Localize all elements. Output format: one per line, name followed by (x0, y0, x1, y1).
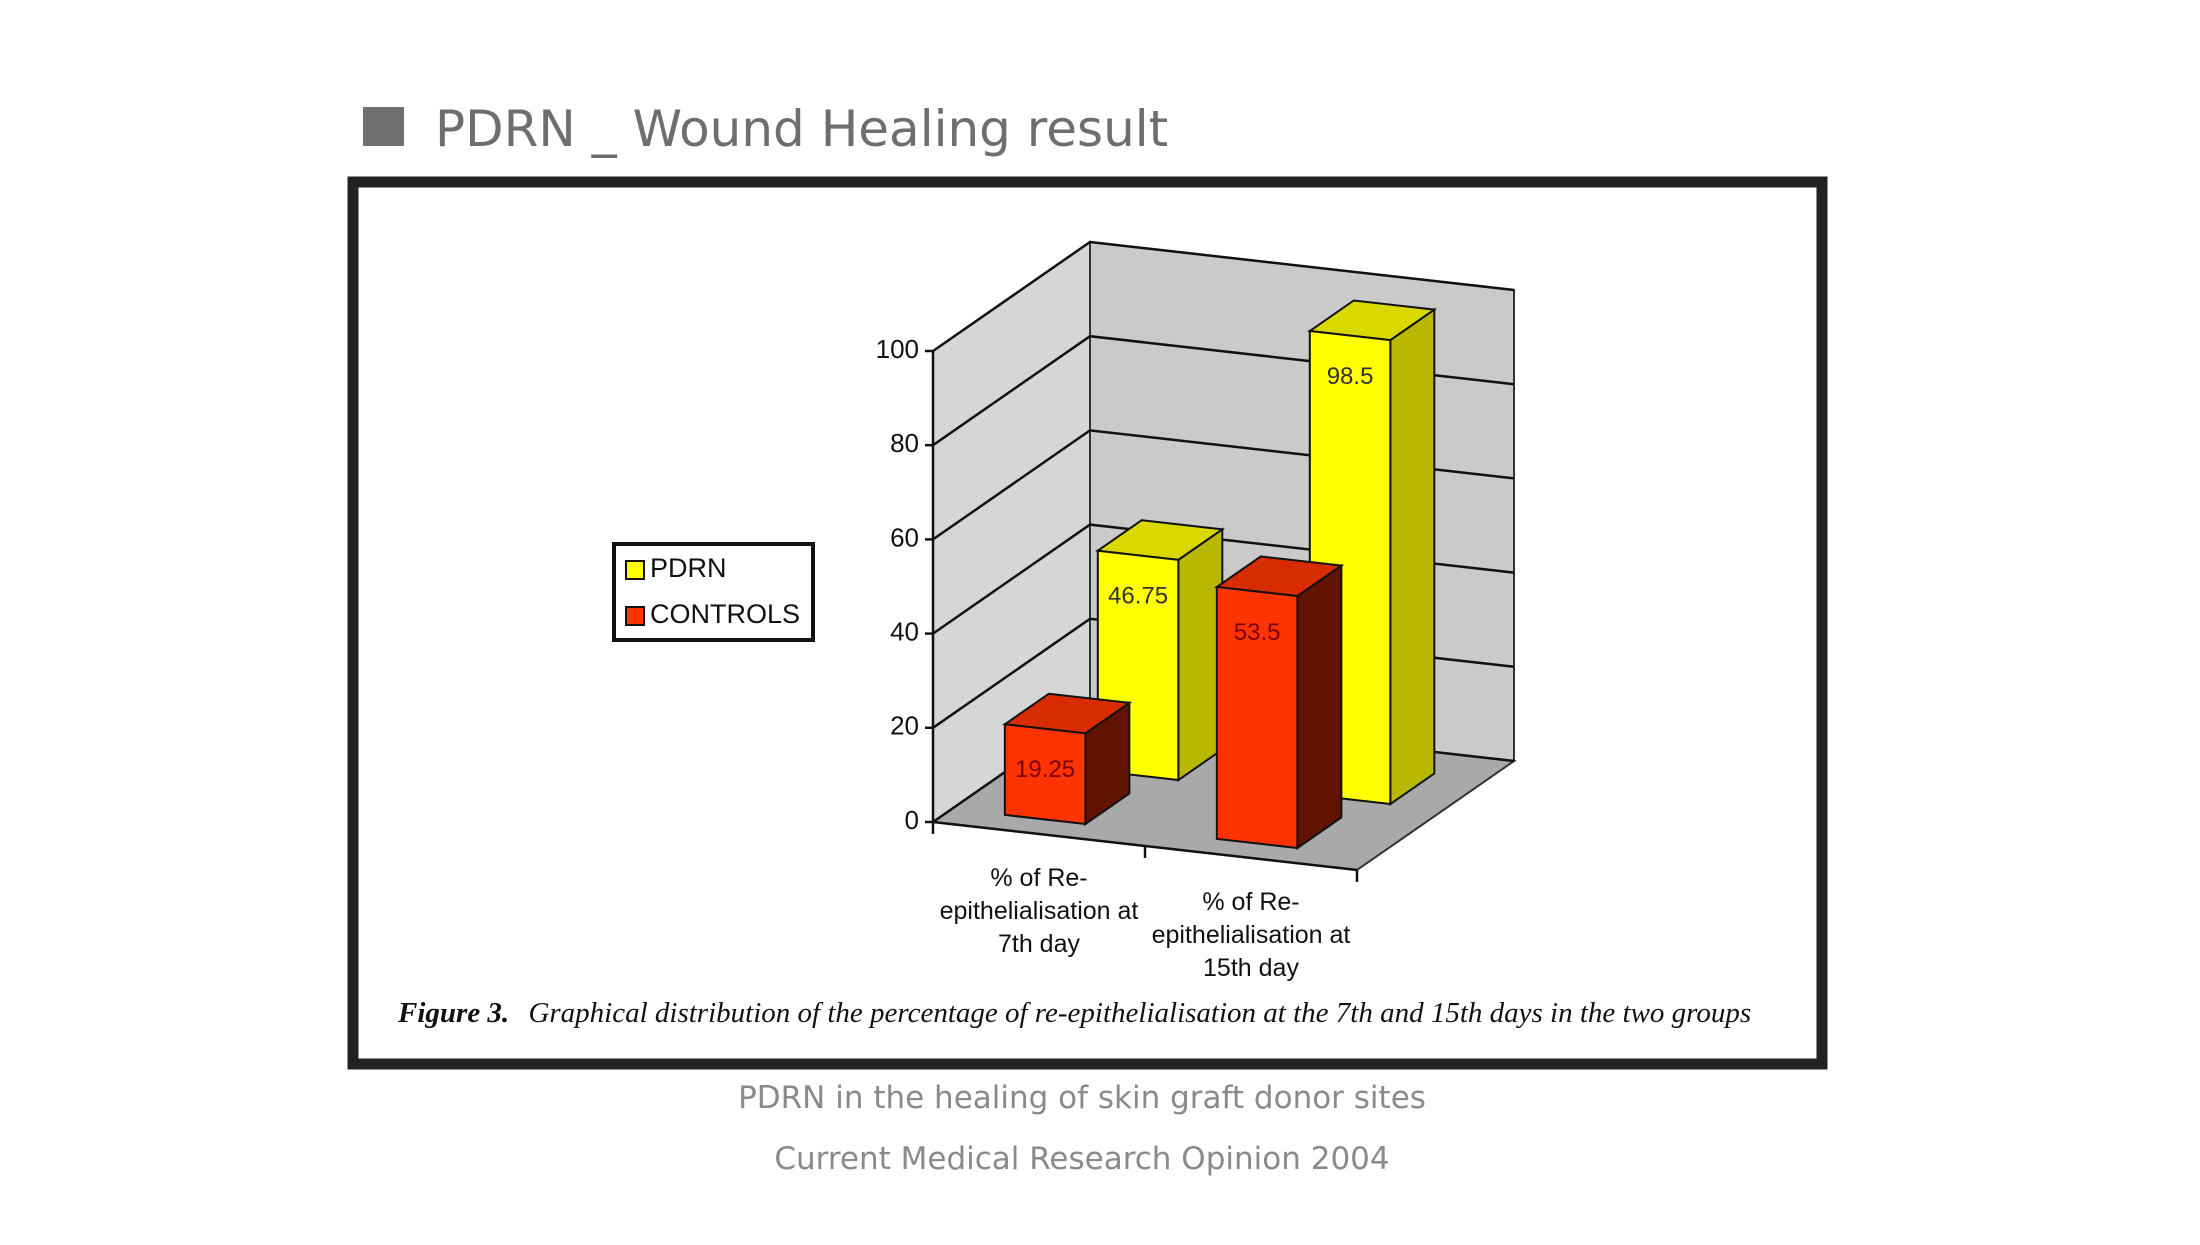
caption-label: Figure 3. (397, 997, 509, 1029)
bar (1002, 692, 1133, 826)
y-tick-label: 80 (890, 428, 919, 458)
y-tick-label: 60 (890, 522, 919, 552)
bar (1214, 555, 1345, 850)
x-tick-label: % of Re-epithelialisation at 15th day (1152, 888, 1351, 982)
x-tick-label-line: epithelialisation at (1152, 921, 1351, 949)
legend-box (612, 542, 815, 642)
data-label: 19.25 (1015, 756, 1075, 783)
legend-label: PDRN (650, 553, 727, 583)
bar-side (1296, 563, 1343, 850)
legend-swatch (625, 560, 645, 580)
source-title: PDRN in the healing of skin graft donor … (738, 1080, 1426, 1116)
title-bullet (363, 107, 404, 146)
x-tick-label-line: epithelialisation at (940, 897, 1139, 925)
data-label: 46.75 (1108, 583, 1168, 610)
legend-label: CONTROLS (650, 599, 800, 629)
bar-front (1215, 585, 1299, 850)
grid-line (932, 240, 1515, 353)
x-tick-label-line: % of Re- (990, 864, 1087, 892)
bar-front (1003, 723, 1087, 826)
x-tick-label-line: % of Re- (1202, 888, 1299, 916)
bar-side (1389, 307, 1436, 806)
y-tick-label: 0 (905, 805, 919, 835)
x-tick-label-line: 7th day (998, 930, 1081, 958)
y-tick-label: 20 (890, 711, 919, 741)
slide-title: PDRN _ Wound Healing result (435, 100, 1168, 158)
x-tick-label-line: 15th day (1203, 954, 1299, 982)
y-tick-label: 100 (876, 334, 919, 364)
data-label: 98.5 (1327, 363, 1374, 390)
source-journal: Current Medical Research Opinion 2004 (774, 1141, 1389, 1177)
caption-text: Graphical distribution of the percentage… (528, 997, 1751, 1029)
bar-side (1177, 527, 1224, 782)
y-tick-label: 40 (890, 616, 919, 646)
data-label: 53.5 (1234, 619, 1281, 646)
figure-caption: Figure 3. Graphical distribution of the … (397, 997, 1751, 1029)
x-tick-label: % of Re-epithelialisation at 7th day (940, 864, 1139, 958)
legend-swatch (625, 606, 645, 626)
